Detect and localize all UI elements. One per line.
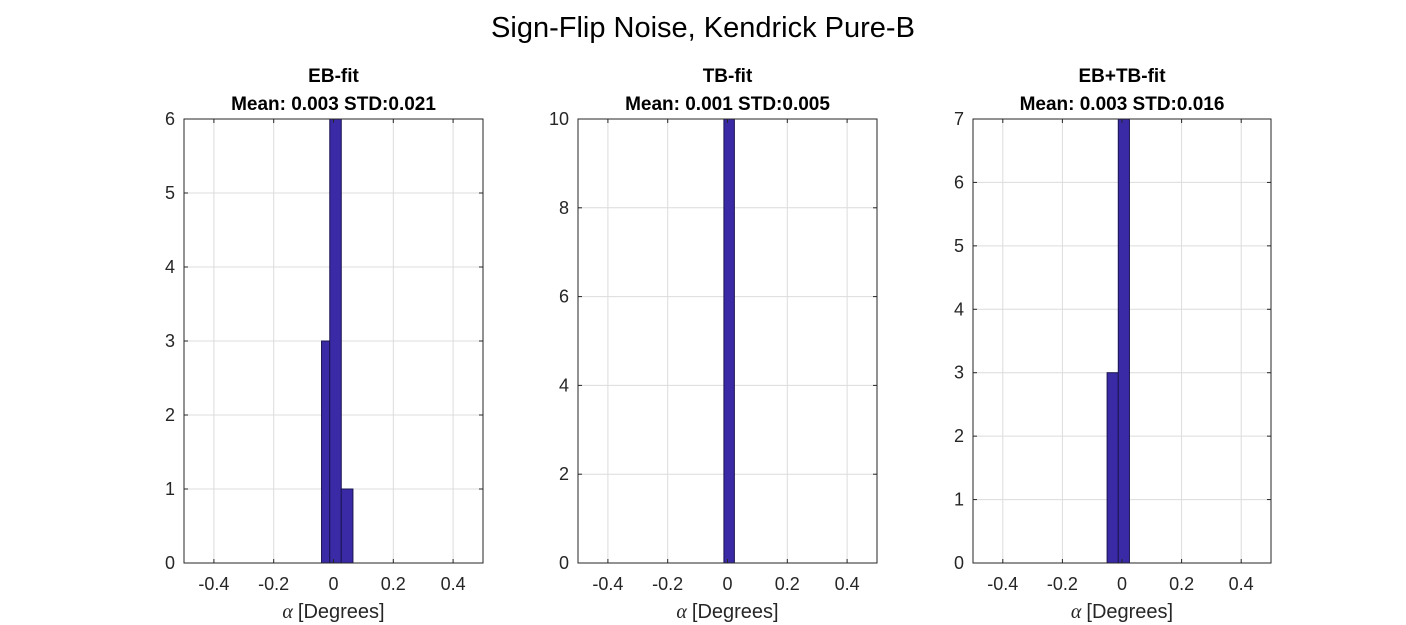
y-tick-label: 8 — [559, 198, 569, 218]
subplot-1: -0.4 -0.2 0 0.2 0.4 0 1 2 3 4 5 6 EB-fit Mean: 0.003 … — [165, 66, 484, 623]
x-tick-label: 0.4 — [441, 574, 466, 594]
x-tick-label: 0 — [1117, 574, 1127, 594]
histogram-bar — [723, 118, 735, 564]
subplot-subtitle: Mean: 0.003 STD:0.016 — [1020, 94, 1225, 115]
histogram-bar — [1117, 118, 1130, 564]
y-tick-label: 5 — [954, 236, 964, 256]
y-tick-label: 6 — [954, 172, 964, 192]
x-tick-label: 0.2 — [1169, 574, 1194, 594]
x-tick-label: 0 — [722, 574, 732, 594]
x-axis-label: α [Degrees] — [1071, 601, 1173, 623]
y-tick-label: 6 — [559, 287, 569, 307]
subplot-subtitle: Mean: 0.001 STD:0.005 — [625, 94, 830, 115]
histogram-bar — [321, 340, 331, 564]
y-tick-label: 4 — [559, 375, 569, 395]
figure-title: Sign-Flip Noise, Kendrick Pure-B — [491, 12, 915, 44]
y-tick-label: 1 — [954, 490, 964, 510]
y-tick-label: 7 — [954, 109, 964, 129]
x-tick-label: 0.2 — [381, 574, 406, 594]
y-tick-label: 4 — [954, 299, 964, 319]
x-tick-label: 0.4 — [1229, 574, 1254, 594]
histogram-bar — [340, 488, 354, 564]
histogram-bar — [329, 118, 342, 564]
subplot-title: TB-fit — [703, 66, 753, 87]
y-tick-label: 0 — [559, 553, 569, 573]
x-tick-label: -0.4 — [987, 574, 1018, 594]
y-tick-label: 3 — [165, 331, 175, 351]
y-tick-label: 0 — [954, 553, 964, 573]
y-tick-label: 1 — [165, 479, 175, 499]
subplot-subtitle: Mean: 0.003 STD:0.021 — [231, 94, 436, 115]
x-tick-label: -0.2 — [258, 574, 289, 594]
x-tick-label: 0.4 — [835, 574, 860, 594]
subplot-title: EB-fit — [308, 66, 359, 87]
y-tick-label: 10 — [549, 109, 569, 129]
x-tick-label: 0 — [328, 574, 338, 594]
y-tick-label: 4 — [165, 257, 175, 277]
x-tick-label: 0.2 — [775, 574, 800, 594]
x-axis-label: α [Degrees] — [282, 601, 384, 623]
y-tick-label: 3 — [954, 363, 964, 383]
x-tick-label: -0.2 — [1047, 574, 1078, 594]
x-tick-label: -0.4 — [592, 574, 623, 594]
y-tick-label: 0 — [165, 553, 175, 573]
y-tick-label: 2 — [559, 464, 569, 484]
subplot-3: -0.4 -0.2 0 0.2 0.4 0 1 2 3 4 5 6 7 EB+TB-fit Mean: 0.… — [954, 66, 1272, 623]
subplot-2: -0.4 -0.2 0 0.2 0.4 0 2 4 6 8 10 TB-fit Mean: 0.001 … — [549, 66, 878, 623]
y-tick-label: 5 — [165, 183, 175, 203]
y-tick-label: 2 — [165, 405, 175, 425]
y-tick-label: 6 — [165, 109, 175, 129]
subplot-title: EB+TB-fit — [1078, 66, 1166, 87]
x-axis-label: α [Degrees] — [676, 601, 778, 623]
y-tick-label: 2 — [954, 426, 964, 446]
x-tick-label: -0.2 — [652, 574, 683, 594]
x-tick-label: -0.4 — [198, 574, 229, 594]
histogram-bar — [1106, 372, 1119, 564]
